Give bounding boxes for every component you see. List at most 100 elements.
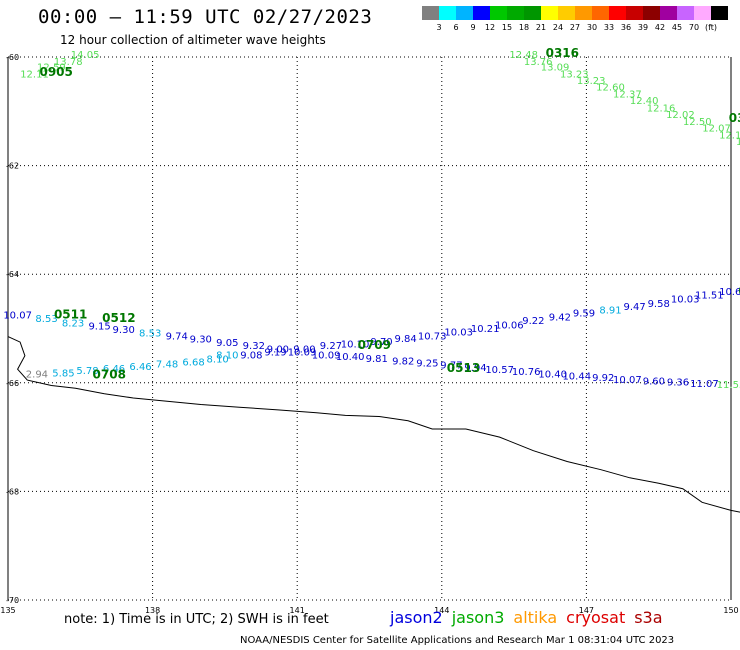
swh-value-label: 9.94 [464,363,486,374]
swh-value-label: 5.78 [76,366,98,377]
legend-label: 30 [587,23,597,32]
pass-time-label: 0513 [447,361,480,375]
swh-value-label: 10.73 [418,331,447,342]
swh-value-label: 9.82 [392,356,414,367]
swh-value-label: 12.59 [37,63,66,74]
swh-value-label: 14.05 [71,50,100,61]
swh-value-label: 10.09 [288,348,317,359]
swh-value-label: 13.23 [560,70,589,81]
swh-value-label: 13.76 [524,57,553,68]
swh-value-label: 12.48 [509,50,538,61]
swh-value-label: 9.47 [623,302,645,313]
swh-value-label: 12.37 [613,90,642,101]
swh-value-label: 9.77 [440,361,462,372]
x-tick-label: 150 [723,606,738,615]
legend-swatch [524,6,541,20]
swh-value-label: 7.48 [156,360,178,371]
legend-label: 12 [485,23,495,32]
legend-swatch [609,6,626,20]
swh-value-label: 10.03 [444,328,473,339]
legend-swatch [439,6,456,20]
legend-swatch [711,6,728,20]
swh-value-label: 10.40 [538,369,567,380]
legend-label: 9 [470,23,475,32]
swh-value-label: 9.19 [264,348,286,359]
swh-value-label: 9.59 [573,309,595,320]
swh-value-label: 9.22 [522,316,544,327]
plot-grid [7,56,732,601]
swh-value-label: 8.53 [35,314,57,325]
pass-time-label: 0511 [54,308,87,322]
swh-value-label: 12.07 [702,123,731,134]
swh-value-label: 10.57 [485,365,514,376]
swh-value-label: 5.85 [52,368,74,379]
coastline-path [7,336,740,513]
legend-swatch [422,6,439,20]
swh-value-label: 10.44 [562,372,591,383]
legend-label: 21 [536,23,546,32]
swh-value-label: 9.15 [88,322,110,333]
y-tick-label: -64 [6,270,19,279]
swh-value-label: 8.53 [139,329,161,340]
y-tick-label: -66 [6,379,19,388]
coastline [7,336,740,513]
swh-value-label: 10.06 [495,321,524,332]
satellite-name: jason3 [451,608,505,627]
x-tick-label: 135 [0,606,15,615]
swh-value-label: 12.13 [719,130,740,141]
pass-time-label: 0708 [93,367,126,381]
swh-value-label: 6.46 [129,362,151,373]
swh-value-label: 9.74 [166,331,188,342]
swh-value-label: 9.27 [320,341,342,352]
color-legend: 3 6 9 12 15 18 21 24 27 30 33 36 39 42 45 70 (ft) [422,6,728,32]
swh-value-label: 9.32 [243,341,265,352]
chart-title: 00:00 – 11:59 UTC 02/27/2023 [38,6,373,28]
swh-value-label: 6.46 [103,364,125,375]
pass-time-label: 0316 [546,46,579,60]
swh-value-label: 13.23 [577,76,606,87]
swh-value-label: 9.84 [395,334,417,345]
swh-value-label: 9.70 [370,337,392,348]
legend-label: 15 [502,23,512,32]
pass-time-label: 0512 [102,311,135,325]
swh-value-label: 12.02 [666,110,695,121]
swh-value-label: 12.60 [596,83,625,94]
x-tick-label: 144 [434,606,449,615]
legend-label: 6 [453,23,458,32]
legend-swatch [677,6,694,20]
swh-value-label: 9.30 [113,325,135,336]
footnote: note: 1) Time is in UTC; 2) SWH is in fe… [64,612,329,627]
legend-label: 39 [638,23,648,32]
x-tick-label: 147 [579,606,594,615]
pass-time-label: 0317 [729,111,740,125]
legend-label: 70 [689,23,699,32]
swh-value-label: 9.81 [366,354,388,365]
swh-value-label: 10.66 [719,287,740,298]
satellite-name: jason2 [390,608,443,627]
legend-label: 18 [519,23,529,32]
legend-label: 33 [604,23,614,32]
swh-value-label: 9.30 [190,335,212,346]
swh-value-label: 12.69 [736,137,740,148]
swh-value-label: 11.51 [695,291,724,302]
y-tick-label: -60 [6,53,19,62]
satellite-name: cryosat [566,608,626,627]
pass-time-label: 0905 [39,65,72,79]
legend-swatch [507,6,524,20]
legend-swatch [490,6,507,20]
legend-label: 42 [655,23,665,32]
swh-value-label: 10.10 [341,340,370,351]
legend-swatch [541,6,558,20]
swh-value-label: 8.91 [599,305,621,316]
satellite-name: s3a [634,608,663,627]
legend-label: 36 [621,23,631,32]
swh-value-label: 8.23 [62,318,84,329]
legend-label: 3 [436,23,441,32]
legend-swatch [694,6,711,20]
swh-value-label: 10.21 [471,324,500,335]
satellite-name: altika [513,608,558,627]
y-tick-label: -68 [6,487,19,496]
pass-time-labels: 0905 0316 0317 0511 0512 0710 0709 0513 0708 [39,46,740,381]
